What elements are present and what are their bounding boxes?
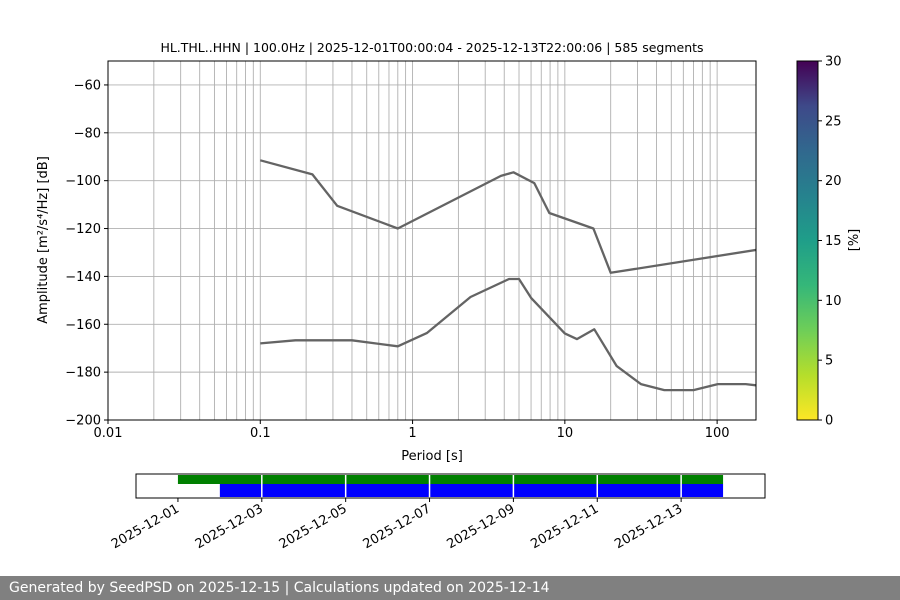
chart-title: HL.THL..HHN | 100.0Hz | 2025-12-01T00:00… <box>160 40 703 55</box>
x-tick-label: 0.1 <box>250 426 271 441</box>
x-axis: 0.01 0.1 1 10 100 <box>94 420 730 441</box>
grid-lines <box>108 61 756 420</box>
timeline-tick-label: 2025-12-11 <box>528 501 601 552</box>
colorbar-gradient <box>796 60 819 421</box>
x-tick-label: 100 <box>705 426 730 441</box>
x-tick-label: 10 <box>557 426 574 441</box>
y-tick-label: −200 <box>65 414 101 429</box>
y-tick-label: −180 <box>65 366 101 381</box>
timeline-tick-label: 2025-12-03 <box>193 501 266 552</box>
x-tick-label: 1 <box>408 426 416 441</box>
timeline-tick-label: 2025-12-07 <box>361 501 434 552</box>
y-axis: −60 −80 −100 −120 −140 −160 −180 −200 <box>65 78 108 429</box>
y-axis-label: Amplitude [m²/s⁴/Hz] [dB] <box>36 156 51 324</box>
timeline-panel: 2025-12-01 2025-12-03 2025-12-05 2025-12-07… <box>109 473 766 552</box>
colorbar-tick-label: 25 <box>825 114 842 129</box>
plot-frame <box>107 60 757 421</box>
x-axis-label: Period [s] <box>401 449 463 464</box>
timeline-tick-label: 2025-12-01 <box>109 501 182 552</box>
nlnm-curve <box>260 277 756 392</box>
colorbar-tick-label: 10 <box>825 294 842 309</box>
y-tick-label: −140 <box>65 270 101 285</box>
timeline-tick-label: 2025-12-05 <box>277 501 350 552</box>
nhnm-curve <box>259 159 756 274</box>
timeline-tick-label: 2025-12-13 <box>612 501 685 552</box>
y-tick-label: −60 <box>74 78 101 93</box>
available-data-bar <box>177 475 724 484</box>
colorbar-tick-label: 0 <box>825 414 833 429</box>
colorbar: 0 5 10 15 20 25 30 <box>796 55 842 429</box>
noise-models <box>259 159 756 392</box>
footer-text: Generated by SeedPSD on 2025-12-15 | Cal… <box>0 576 900 600</box>
x-tick-label: 0.01 <box>94 426 123 441</box>
y-tick-label: −120 <box>65 222 101 237</box>
y-tick-label: −80 <box>74 126 101 141</box>
colorbar-tick-label: 5 <box>825 354 833 369</box>
y-tick-label: −160 <box>65 318 101 333</box>
colorbar-tick-label: 20 <box>825 174 842 189</box>
colorbar-tick-label: 30 <box>825 55 842 70</box>
timeline-tick-label: 2025-12-09 <box>444 501 517 552</box>
colorbar-label: [%] <box>847 229 862 252</box>
colorbar-tick-label: 15 <box>825 234 842 249</box>
y-tick-label: −100 <box>65 174 101 189</box>
psd-segments-bar <box>219 484 724 497</box>
